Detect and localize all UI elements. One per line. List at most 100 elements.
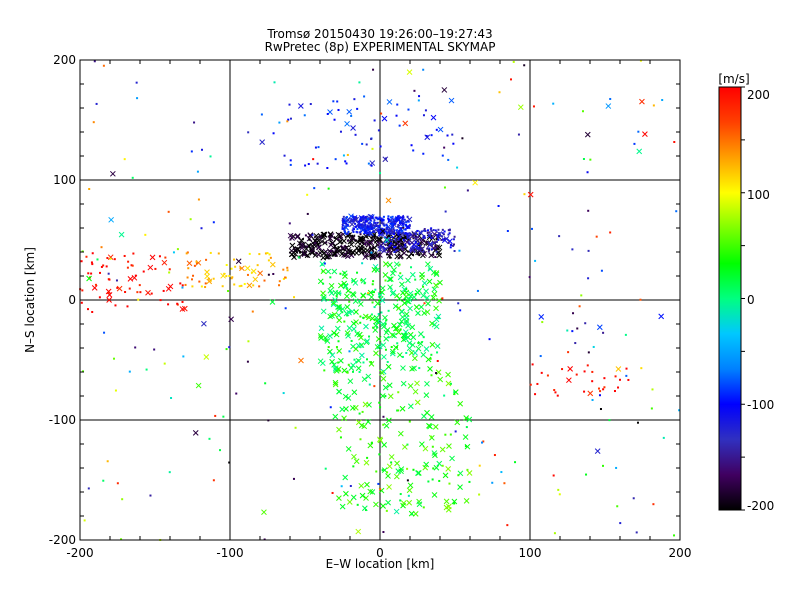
data-point [602, 331, 605, 334]
data-point [395, 468, 402, 474]
data-point [408, 242, 411, 245]
data-point [403, 311, 410, 318]
data-point [587, 209, 590, 212]
data-point [397, 391, 400, 394]
data-point [145, 368, 148, 371]
data-point [243, 282, 246, 285]
data-point [318, 325, 325, 332]
data-point [323, 262, 326, 265]
data-point [336, 100, 339, 103]
data-point [418, 254, 421, 257]
data-point [362, 505, 368, 512]
data-point [369, 218, 372, 221]
data-point [225, 275, 228, 278]
data-point [116, 286, 119, 289]
data-point [445, 371, 451, 378]
data-point [447, 241, 450, 244]
data-point [394, 218, 397, 221]
data-point [109, 170, 116, 177]
data-point [289, 159, 292, 162]
data-point [406, 499, 413, 506]
data-point [300, 250, 306, 257]
data-point [345, 333, 351, 339]
data-point [523, 193, 526, 196]
data-point [362, 401, 369, 408]
x-tick-label: 0 [376, 546, 384, 560]
data-point [318, 335, 324, 341]
data-point [497, 205, 500, 208]
data-point [393, 261, 400, 268]
data-point [102, 479, 105, 482]
data-point [453, 250, 456, 253]
data-point [566, 329, 569, 332]
data-point [386, 228, 389, 231]
data-point [239, 267, 242, 270]
data-point [336, 317, 343, 324]
data-point [127, 276, 134, 282]
data-point [613, 390, 616, 393]
data-point [418, 367, 421, 370]
data-point [422, 336, 425, 339]
data-point [343, 490, 349, 497]
axis-ticks [79, 59, 681, 541]
data-point [278, 284, 281, 287]
data-point [401, 300, 408, 306]
data-point [400, 380, 407, 387]
data-point [390, 239, 393, 242]
data-point [608, 419, 611, 422]
data-point [436, 359, 439, 362]
data-point [257, 270, 263, 277]
data-point [91, 252, 94, 255]
data-point [142, 270, 145, 273]
colorbar-tick-label: 200 [747, 88, 770, 102]
data-point [434, 247, 437, 250]
data-point [409, 249, 412, 252]
data-point [203, 354, 210, 360]
data-point [361, 410, 364, 413]
data-point [380, 375, 387, 382]
data-point [402, 222, 405, 225]
data-point [190, 150, 193, 153]
data-point [219, 449, 222, 452]
data-point [425, 240, 428, 243]
data-point [381, 115, 388, 122]
data-point [368, 335, 371, 338]
data-point [359, 315, 362, 318]
data-point [356, 271, 359, 274]
data-point [206, 278, 213, 285]
data-point [392, 344, 399, 351]
data-point [417, 241, 420, 244]
data-point [346, 314, 349, 317]
data-point [396, 103, 399, 106]
data-point [297, 103, 304, 109]
data-point [309, 103, 312, 106]
data-point [387, 220, 390, 223]
data-point [373, 235, 376, 238]
data-point [437, 238, 440, 241]
data-point [443, 504, 450, 511]
data-point [650, 407, 653, 410]
data-point [397, 430, 404, 437]
data-point [359, 321, 362, 324]
data-point [615, 366, 622, 372]
data-point [387, 336, 390, 339]
data-point [83, 519, 86, 522]
data-point [456, 166, 459, 169]
data-point [267, 259, 270, 262]
data-point [380, 368, 387, 375]
data-point [235, 392, 238, 395]
data-point [197, 198, 200, 201]
data-point [370, 223, 373, 226]
data-point [571, 330, 574, 333]
data-point [349, 221, 355, 228]
data-point [136, 97, 139, 100]
data-point [591, 370, 594, 373]
data-point [451, 133, 454, 136]
data-point [379, 145, 382, 148]
data-point [354, 133, 357, 136]
data-point [366, 239, 373, 246]
data-point [595, 235, 598, 238]
data-point [102, 64, 105, 67]
data-point [404, 298, 411, 305]
